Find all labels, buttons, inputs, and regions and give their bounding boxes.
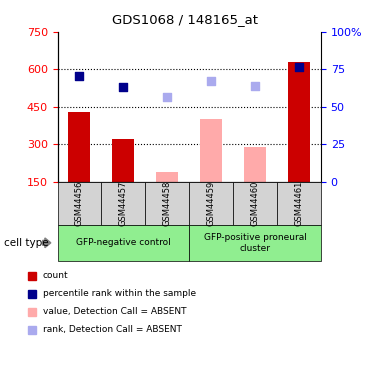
Bar: [244, 147, 266, 182]
Text: rank, Detection Call = ABSENT: rank, Detection Call = ABSENT: [43, 325, 181, 334]
Text: GSM44459: GSM44459: [207, 181, 216, 226]
Text: GSM44456: GSM44456: [75, 181, 84, 226]
Text: GFP-positive proneural
cluster: GFP-positive proneural cluster: [204, 233, 306, 252]
Point: [296, 64, 302, 70]
Bar: [200, 119, 222, 182]
Point: [121, 84, 127, 90]
Text: GSM44457: GSM44457: [119, 181, 128, 226]
Bar: [112, 140, 134, 182]
Text: GSM44461: GSM44461: [295, 181, 303, 226]
Text: value, Detection Call = ABSENT: value, Detection Call = ABSENT: [43, 307, 186, 316]
Text: GDS1068 / 148165_at: GDS1068 / 148165_at: [112, 13, 259, 26]
Text: count: count: [43, 271, 68, 280]
Text: GFP-negative control: GFP-negative control: [76, 238, 171, 248]
Text: cell type: cell type: [4, 238, 48, 248]
Text: GSM44458: GSM44458: [163, 181, 172, 226]
Point: [252, 82, 258, 88]
Point: [164, 94, 170, 100]
Bar: [69, 112, 91, 182]
Text: GSM44460: GSM44460: [250, 181, 260, 226]
Text: percentile rank within the sample: percentile rank within the sample: [43, 289, 196, 298]
Point: [76, 73, 82, 79]
Point: [208, 78, 214, 84]
Bar: [156, 172, 178, 182]
Bar: [288, 62, 310, 182]
